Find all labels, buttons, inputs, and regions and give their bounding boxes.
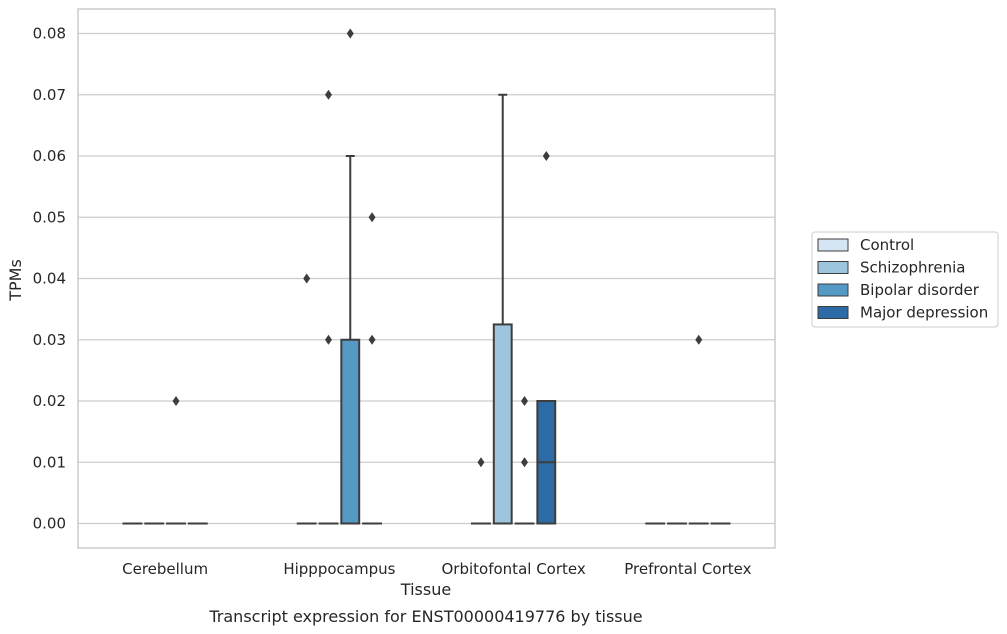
x-tick-labels: Cerebellum Hipppocampus Orbitofontal Corte…: [122, 560, 751, 578]
box-2-2: [514, 396, 535, 525]
outlier-point: [303, 273, 311, 284]
y-tick-label: 0.04: [33, 270, 66, 288]
legend-swatch: [817, 283, 849, 297]
outlier-point: [368, 334, 376, 345]
legend-swatch: [817, 261, 849, 274]
box-1-0: [296, 273, 317, 525]
box-0-2: [166, 396, 186, 525]
y-tick-label: 0.05: [33, 208, 66, 226]
box-2-3: [536, 151, 557, 525]
box-layer: [122, 28, 731, 525]
outlier-point: [477, 457, 485, 468]
outlier-point: [368, 212, 376, 223]
box-2-0: [471, 457, 491, 525]
x-tick-label: Orbitofontal Cortex: [442, 560, 586, 578]
y-tick-label: 0.03: [33, 331, 66, 349]
box-2-1: [492, 93, 513, 525]
x-tick-label: Prefrontal Cortex: [624, 560, 751, 578]
outlier-point: [521, 457, 529, 468]
outlier-point: [346, 28, 354, 39]
y-tick-label: 0.08: [33, 25, 66, 43]
legend-label: Bipolar disorder: [860, 281, 980, 299]
outlier-point: [324, 89, 332, 100]
legend-label: Schizophrenia: [860, 259, 965, 277]
y-tick-label: 0.02: [33, 392, 66, 410]
outlier-point: [324, 334, 332, 345]
box-1-3: [362, 212, 382, 525]
box-1-1: [318, 89, 339, 525]
legend: Control Schizophrenia Bipolar disorder Majo…: [811, 231, 999, 328]
legend-label: Control: [860, 236, 914, 254]
x-tick-label: Hipppocampus: [283, 560, 395, 578]
legend-frame: [811, 231, 999, 328]
plot-frame: [77, 8, 776, 549]
gridlines: [78, 32, 775, 525]
box-body: [340, 338, 361, 525]
y-tick-label: 0.01: [33, 453, 66, 471]
y-axis-label: TPMs: [6, 259, 25, 302]
y-tick-label: 0.06: [33, 147, 66, 165]
y-tick-labels: 0.00 0.01 0.02 0.03 0.04 0.05 0.06 0.07 0.08: [33, 25, 66, 533]
x-tick-label: Cerebellum: [122, 560, 208, 578]
box-3-2: [688, 334, 709, 525]
box-1-2: [340, 28, 361, 525]
outlier-point: [521, 396, 529, 406]
y-tick-label: 0.07: [33, 86, 66, 104]
chart-caption: Transcript expression for ENST0000041977…: [208, 607, 642, 626]
outlier-point: [542, 151, 550, 161]
legend-label: Major depression: [860, 304, 988, 322]
box-body: [492, 323, 513, 525]
legend-swatch: [817, 238, 849, 252]
legend-swatch: [817, 306, 849, 319]
outlier-point: [695, 334, 703, 345]
x-axis-label: Tissue: [400, 580, 451, 599]
y-tick-label: 0.00: [33, 515, 66, 533]
outlier-point: [172, 396, 180, 406]
